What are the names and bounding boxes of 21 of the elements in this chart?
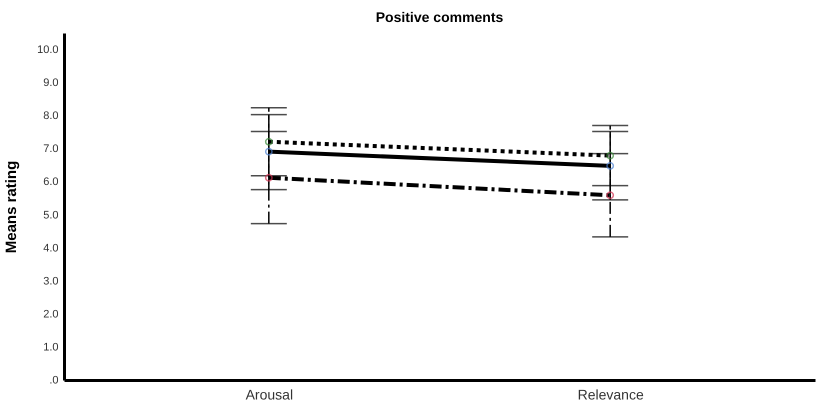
- point: [264, 174, 273, 182]
- y-tick-label: 7.0: [43, 143, 58, 156]
- x-tick-label: Arousal: [246, 386, 294, 402]
- y-tick-label: 3.0: [43, 275, 58, 288]
- point: [606, 191, 614, 200]
- y-tick-label: 9.0: [43, 77, 58, 90]
- y-tick-label: 4.0: [43, 242, 58, 254]
- y-tick-label: 2.0: [43, 308, 58, 320]
- y-tick-label: 8.0: [43, 110, 58, 122]
- point: [264, 148, 273, 156]
- point: [264, 138, 273, 146]
- y-axis-title: Means rating: [3, 160, 20, 254]
- y-tick-label: .0: [49, 374, 58, 386]
- y-tick-label: 1.0: [43, 341, 58, 354]
- y-tick-label: 5.0: [43, 209, 58, 222]
- y-tick-label: 10.0: [37, 44, 58, 56]
- x-tick-label: Relevance: [578, 386, 644, 402]
- point: [606, 162, 614, 170]
- point: [606, 152, 614, 160]
- chart-title: Positive comments: [376, 9, 504, 25]
- y-tick-label: 6.0: [43, 176, 58, 188]
